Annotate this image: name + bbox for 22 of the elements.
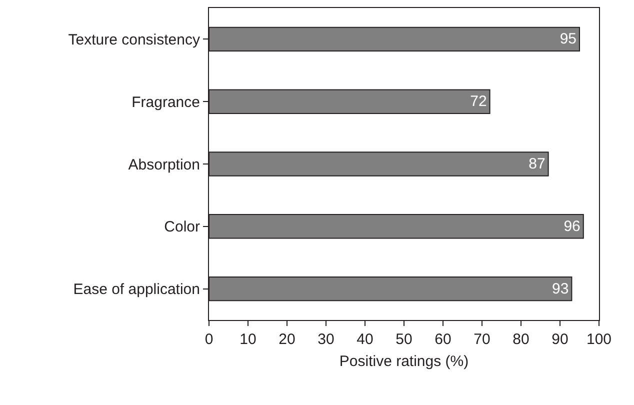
- x-tick-label: 100: [586, 331, 612, 348]
- data-label: 72: [470, 93, 487, 110]
- y-tick-label: Texture consistency: [68, 31, 200, 48]
- y-tick-label: Color: [164, 218, 200, 236]
- data-label: 96: [564, 218, 580, 235]
- x-tick-label: 60: [434, 331, 452, 348]
- x-tick-label: 40: [356, 331, 374, 348]
- y-tick-label: Ease of application: [73, 281, 200, 298]
- data-label: 93: [552, 280, 569, 298]
- x-tick-label: 90: [552, 331, 568, 348]
- y-tick-label: Absorption: [128, 156, 200, 174]
- x-tick-label: 80: [512, 331, 530, 348]
- data-label: 95: [560, 30, 576, 48]
- x-tick-label: 0: [204, 331, 214, 348]
- x-tick-label: 70: [474, 331, 490, 348]
- data-label: 87: [528, 156, 546, 172]
- y-tick-label: Fragrance: [132, 94, 200, 111]
- x-tick-label: 50: [396, 331, 412, 348]
- x-tick-label: 30: [318, 331, 334, 348]
- x-tick-label: 10: [240, 331, 256, 348]
- x-axis-title: Positive ratings (%): [339, 353, 469, 370]
- x-tick-label: 20: [278, 331, 296, 348]
